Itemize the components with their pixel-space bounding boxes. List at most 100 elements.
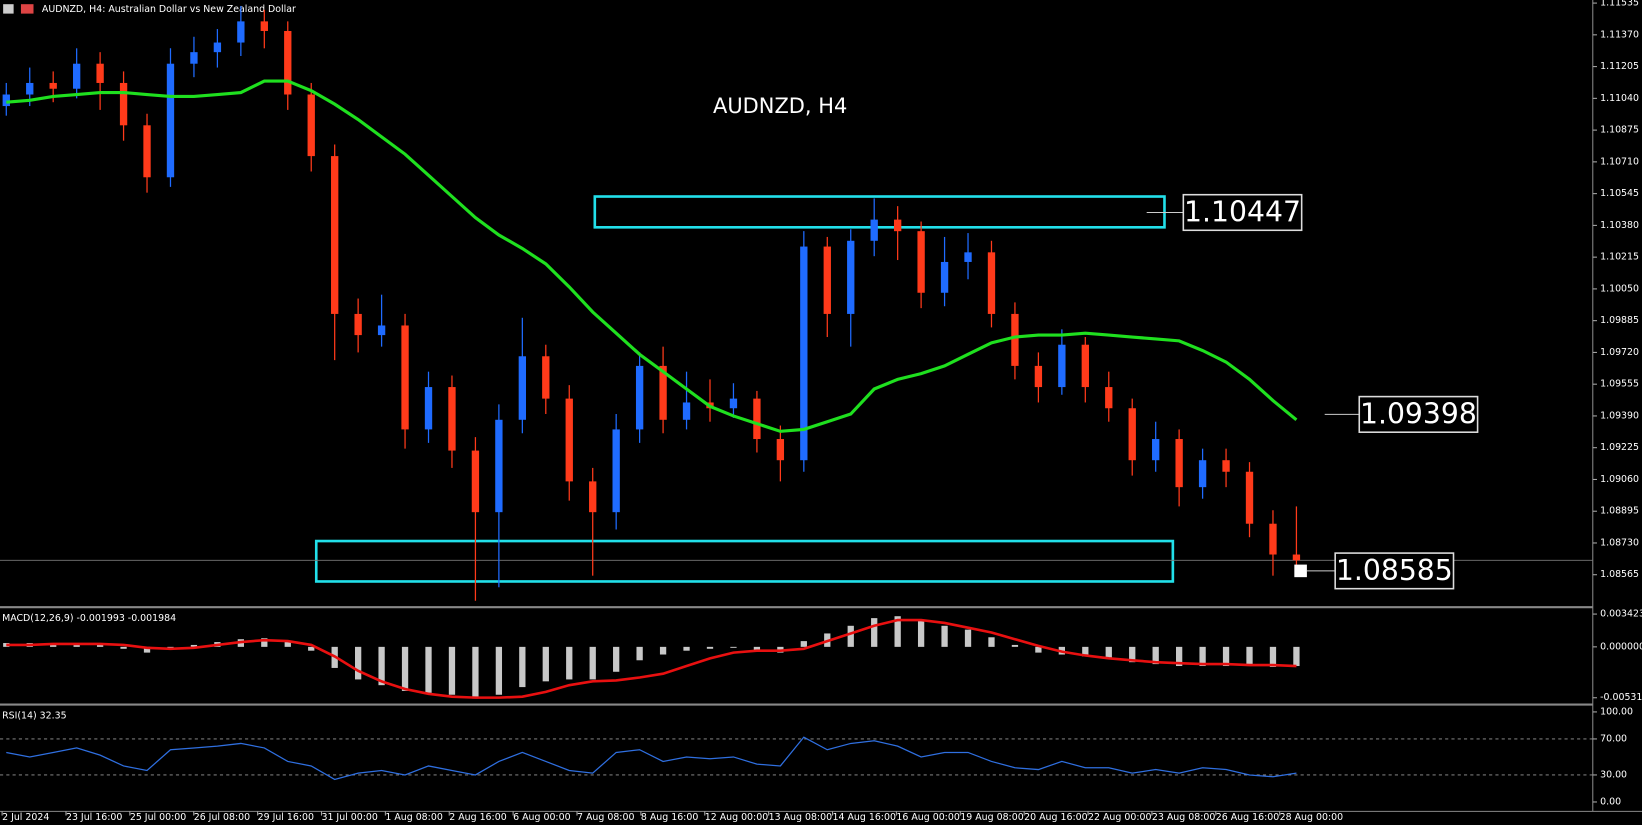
macd-bar <box>1199 646 1206 667</box>
macd-signal <box>6 618 1297 699</box>
chart-header: AUDNZD, H4: Australian Dollar vs New Zea… <box>42 4 296 15</box>
macd-bar <box>448 646 456 695</box>
candle-body <box>589 481 597 513</box>
macd-bar <box>800 641 807 647</box>
zone <box>593 195 1166 229</box>
macd-bar <box>120 646 127 649</box>
candle-body <box>307 94 315 157</box>
macd-bar <box>1105 646 1112 659</box>
macd-bar <box>425 646 432 693</box>
candle-body <box>847 240 855 314</box>
candle-body <box>119 82 128 126</box>
x-tick-label: 26 Aug 16:00 <box>1216 812 1279 823</box>
macd-bar <box>73 643 80 647</box>
macd-bar <box>472 646 479 699</box>
candle-body <box>635 365 644 430</box>
candle-body <box>1152 439 1160 461</box>
x-tick-label: 6 Aug 00:00 <box>513 812 570 823</box>
macd-bar <box>354 646 362 680</box>
x-tick-label: 31 Jul 00:00 <box>321 812 377 823</box>
macd-bar <box>1175 646 1183 667</box>
x-tick-label: 7 Aug 08:00 <box>577 812 634 823</box>
y-tick-label: 1.11040 <box>1600 93 1639 104</box>
x-tick-label: 29 Jul 16:00 <box>258 812 314 823</box>
candle-body <box>143 125 151 178</box>
candle-body <box>1034 365 1043 388</box>
candle-body <box>471 450 480 513</box>
candle-body <box>542 356 550 399</box>
candle-body <box>448 387 456 451</box>
x-tick-label: 22 Aug 00:00 <box>1088 812 1151 823</box>
macd-bar <box>659 646 667 655</box>
x-tick-label: 20 Aug 16:00 <box>1024 812 1087 823</box>
candle-body <box>917 231 925 293</box>
y-tick-label: 1.09555 <box>1600 379 1639 390</box>
macd-bar <box>284 641 291 647</box>
y-tick-label: 0.003423 <box>1600 609 1642 620</box>
candle-body <box>354 313 362 336</box>
y-tick-label: 30.00 <box>1600 769 1627 780</box>
candle-body <box>190 52 198 64</box>
macd-bar <box>1082 646 1089 657</box>
macd-bar <box>190 644 198 647</box>
x-tick-label: 23 Aug 08:00 <box>1152 812 1215 823</box>
candle-body <box>96 63 104 83</box>
moving-average <box>6 79 1298 433</box>
macd-bar <box>753 646 761 651</box>
chart-icon[interactable] <box>20 4 34 14</box>
candle-body <box>753 398 761 440</box>
candle-body <box>612 429 620 513</box>
macd-bar <box>261 638 268 647</box>
candle-body <box>823 246 831 314</box>
x-tick-label: 28 Aug 00:00 <box>1280 812 1343 823</box>
candle-body <box>237 21 245 43</box>
y-tick-label: 1.11535 <box>1600 0 1639 9</box>
macd-bar <box>1269 646 1277 667</box>
y-tick-label: 1.10380 <box>1600 220 1639 231</box>
candle-body <box>1198 460 1207 488</box>
x-tick-label: 16 Aug 00:00 <box>896 812 959 823</box>
zone <box>314 539 1175 583</box>
price-callout-box <box>1334 552 1455 590</box>
rsi-line <box>6 736 1297 781</box>
candle-body <box>1105 387 1113 409</box>
macd-bar <box>1246 646 1253 667</box>
menu-icon[interactable] <box>3 4 14 14</box>
x-tick-label: 14 Aug 16:00 <box>833 812 896 823</box>
macd-bar <box>871 618 878 647</box>
y-tick-label: 70.00 <box>1600 733 1627 744</box>
macd-bar <box>1129 646 1136 663</box>
candle-body <box>331 156 339 314</box>
macd-bar <box>566 646 573 680</box>
candle-body <box>26 82 34 95</box>
y-tick-label: 1.09060 <box>1600 474 1639 485</box>
macd-bar <box>50 643 57 647</box>
candle-body <box>1245 471 1254 524</box>
y-tick-label: 0.000000 <box>1600 641 1642 652</box>
y-tick-label: 1.09885 <box>1600 315 1639 326</box>
macd-bar <box>143 646 151 653</box>
candle-body <box>1292 554 1301 561</box>
x-tick-label: 12 Aug 00:00 <box>705 812 768 823</box>
y-tick-label: 1.10215 <box>1600 252 1639 263</box>
candle-body <box>1058 344 1066 388</box>
candle-body <box>1128 408 1136 461</box>
candle-body <box>1011 313 1019 366</box>
candle-body <box>940 261 949 293</box>
x-tick-label: 2 Aug 16:00 <box>449 812 506 823</box>
y-tick-label: 1.08730 <box>1600 537 1639 548</box>
candle-body <box>776 439 785 461</box>
y-tick-label: 1.08565 <box>1600 569 1639 580</box>
macd-bar <box>636 646 643 661</box>
price-marker <box>1294 564 1307 578</box>
candle-body <box>377 325 386 336</box>
x-tick-label: 23 Jul 16:00 <box>66 812 122 823</box>
x-tick-label: 13 Aug 08:00 <box>769 812 832 823</box>
macd-bar <box>613 646 620 672</box>
y-tick-label: 1.09225 <box>1600 442 1639 453</box>
y-tick-label: 0.00 <box>1600 796 1621 807</box>
y-tick-label: 1.10545 <box>1600 188 1639 199</box>
candle-body <box>424 387 433 430</box>
price-callout-label: 1.10447 <box>1184 196 1301 229</box>
